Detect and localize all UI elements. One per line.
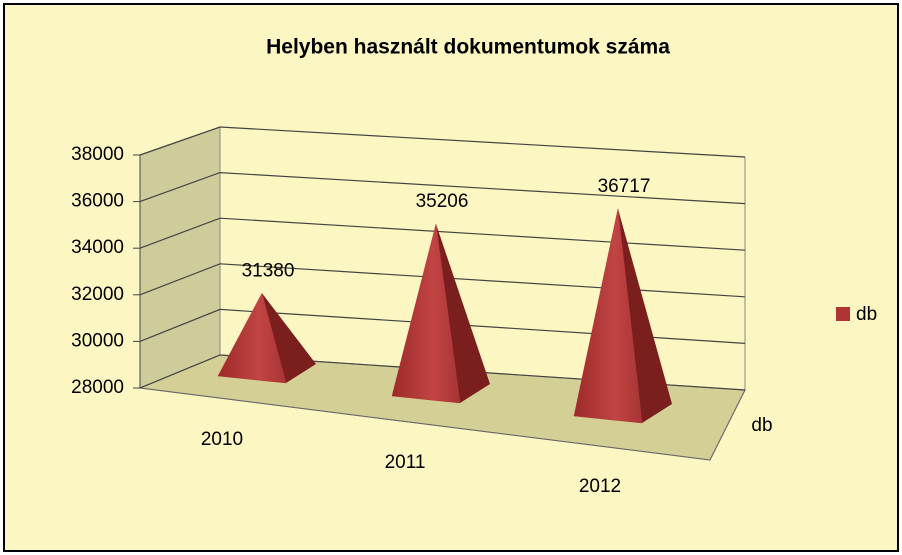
grid-line xyxy=(139,354,746,391)
y-tick-label: 32000 xyxy=(71,284,124,305)
y-tick-label: 38000 xyxy=(71,144,124,165)
x-tick-label: 2011 xyxy=(385,452,426,473)
y-tick-label: 36000 xyxy=(71,191,124,212)
x-tick-label: 2012 xyxy=(579,476,621,497)
x-tick-label: 2010 xyxy=(201,429,243,450)
x-axis xyxy=(139,387,711,461)
left-wall xyxy=(139,126,221,389)
y-tick-label: 28000 xyxy=(71,377,124,398)
pyramid-side xyxy=(262,293,316,383)
y-tick-label: 34000 xyxy=(71,237,124,258)
legend-label: db xyxy=(856,304,877,325)
grid-line xyxy=(139,308,746,344)
depth-label: db xyxy=(751,415,772,436)
pyramid-front xyxy=(391,224,461,404)
pyramid-front xyxy=(573,208,643,424)
data-label: 31380 xyxy=(242,260,295,281)
grid-line xyxy=(139,217,746,251)
data-label: 36717 xyxy=(598,176,651,197)
grid-line xyxy=(139,171,746,205)
pyramid-side xyxy=(436,224,490,403)
grid-line xyxy=(139,126,746,158)
pyramid-front xyxy=(217,292,287,384)
pyramid-side xyxy=(618,208,672,423)
data-label: 35206 xyxy=(416,191,469,212)
legend-swatch xyxy=(836,307,850,321)
grid-line xyxy=(139,263,746,298)
y-tick-label: 30000 xyxy=(71,330,124,351)
chart-title: Helyben használt dokumentumok száma xyxy=(266,36,670,59)
depth-axis xyxy=(709,389,746,461)
